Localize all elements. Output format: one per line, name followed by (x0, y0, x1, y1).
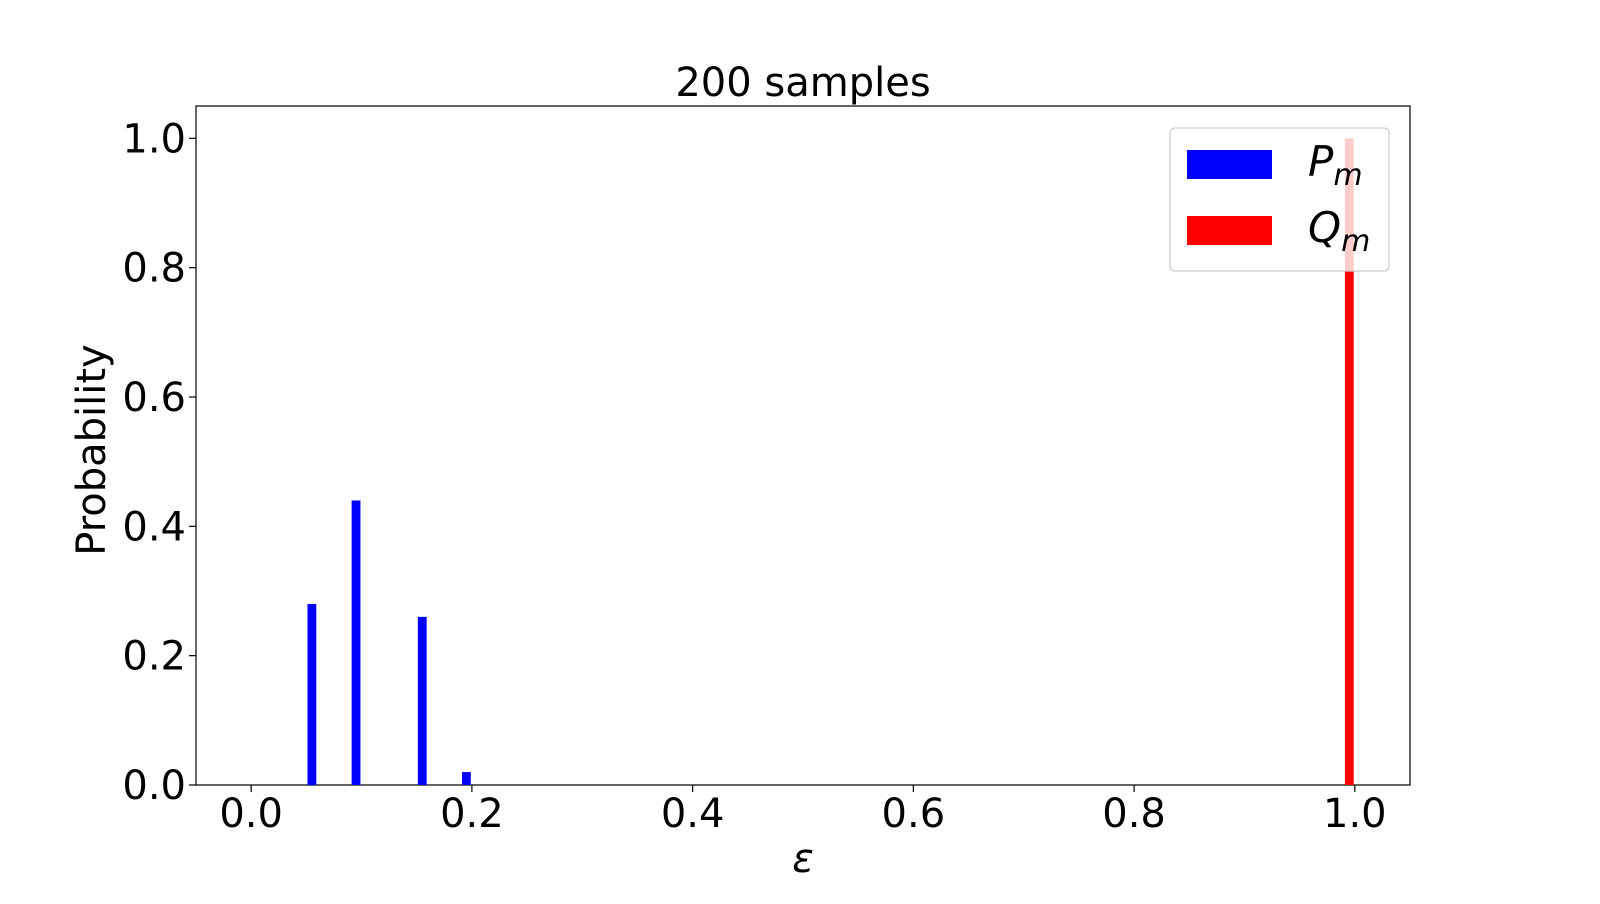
legend-swatch-q (1187, 216, 1272, 245)
bar-p-0 (307, 603, 317, 785)
bars-layer (307, 138, 1354, 786)
bar-q-0 (1344, 138, 1354, 786)
y-tick-label: 0.8 (122, 246, 186, 292)
legend-swatch-p (1187, 150, 1272, 179)
x-tick-label: 0.0 (219, 791, 283, 837)
y-axis: 0.0 0.2 0.4 0.6 0.8 1.0 (122, 116, 196, 809)
bar-p-2 (417, 616, 427, 785)
x-tick-label: 0.2 (440, 791, 504, 837)
y-tick-label: 1.0 (122, 116, 186, 162)
legend-label-p: Pm (1308, 137, 1363, 193)
y-tick-label: 0.4 (122, 504, 186, 550)
bar-p-3 (461, 772, 471, 785)
x-tick-label: 0.8 (1102, 791, 1166, 837)
x-axis-label: ε (792, 836, 814, 882)
y-axis-label: Probability (69, 344, 115, 555)
y-tick-label: 0.2 (122, 634, 186, 680)
chart-title: 200 samples (675, 60, 930, 106)
y-tick-label: 0.0 (122, 763, 186, 809)
legend: Pm Qm (1169, 127, 1390, 272)
bar-p-1 (351, 500, 361, 785)
legend-label-q: Qm (1308, 203, 1370, 259)
x-tick-label: 1.0 (1323, 791, 1387, 837)
x-tick-label: 0.6 (882, 791, 946, 837)
x-tick-label: 0.4 (661, 791, 725, 837)
y-tick-label: 0.6 (122, 375, 186, 421)
x-axis: 0.0 0.2 0.4 0.6 0.8 1.0 (219, 785, 1387, 837)
